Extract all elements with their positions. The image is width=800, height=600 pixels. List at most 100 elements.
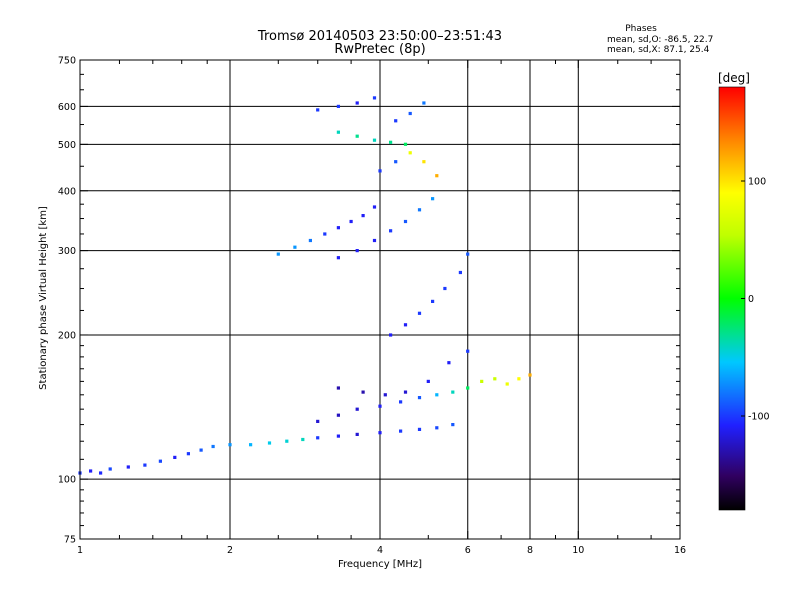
y-tick-label: 400 (58, 186, 76, 197)
x-tick-label: 16 (674, 545, 686, 556)
data-point (199, 448, 203, 452)
data-point (372, 205, 377, 209)
x-tick-label: 4 (377, 545, 383, 556)
data-point (394, 160, 398, 164)
colorbar-label: [deg] (718, 71, 750, 85)
y-axis-label: Stationary phase Virtual Height [km] (38, 206, 49, 390)
y-tick-label: 300 (58, 246, 76, 257)
data-point (211, 444, 215, 449)
data-point (355, 407, 359, 411)
scatter-points (78, 96, 532, 475)
data-point (267, 441, 272, 445)
x-axis-label: Frequency [MHz] (338, 559, 422, 570)
colorbar-ticks: 100 0 -100 (741, 177, 770, 423)
data-point (517, 377, 521, 381)
data-point (336, 104, 340, 108)
x-tick-label: 2 (227, 545, 233, 556)
data-point (435, 174, 439, 178)
stats-heading: Phases (625, 24, 657, 34)
stats-line-x: mean, sd,X: 87.1, 25.4 (607, 45, 710, 55)
data-point (316, 436, 320, 440)
data-point (408, 151, 412, 155)
data-point (336, 434, 340, 438)
data-point (422, 160, 426, 164)
data-point (466, 252, 470, 256)
data-point (417, 396, 422, 400)
data-point (378, 404, 382, 408)
data-point (336, 256, 340, 260)
data-point (443, 286, 447, 291)
data-point (528, 373, 532, 377)
data-point (186, 452, 190, 456)
data-point (173, 455, 177, 459)
x-tick-labels: 1 2 4 6 8 10 16 (77, 545, 686, 556)
data-point (383, 393, 387, 397)
y-tick-label: 200 (58, 330, 76, 341)
data-point (323, 232, 327, 236)
data-point (403, 390, 408, 394)
data-point (355, 101, 359, 105)
data-point (89, 469, 93, 473)
data-point (301, 437, 305, 442)
data-point (417, 311, 422, 315)
chart-subtitle: RwPretec (8p) (334, 42, 425, 57)
data-point (285, 439, 289, 443)
data-point (435, 393, 439, 397)
data-point (399, 400, 403, 404)
x-tick-label: 10 (572, 545, 584, 556)
data-point (408, 111, 412, 116)
data-point (417, 427, 422, 431)
data-point (399, 429, 403, 433)
y-tick-label: 500 (58, 140, 76, 151)
data-point (355, 134, 359, 138)
data-point (403, 219, 408, 224)
data-point (99, 471, 103, 475)
data-point (361, 390, 365, 394)
data-point (451, 390, 455, 394)
colorbar (718, 86, 746, 511)
x-tick-label: 1 (77, 545, 83, 556)
data-point (108, 467, 112, 471)
data-point (336, 130, 340, 134)
y-tick-labels: 75 100 200 300 400 500 600 750 (58, 56, 76, 546)
data-point (336, 413, 340, 417)
y-tick-label: 750 (58, 56, 76, 67)
data-point (276, 252, 280, 256)
axis-ticks (79, 59, 681, 540)
data-point (308, 238, 312, 243)
data-point (389, 140, 393, 144)
data-point (378, 431, 382, 435)
data-point (361, 214, 365, 218)
data-point (426, 379, 430, 383)
data-point (480, 379, 484, 383)
colorbar-tick-label: 0 (748, 294, 754, 305)
data-point (389, 229, 393, 233)
data-point (466, 349, 470, 353)
data-point (316, 108, 320, 112)
data-point (435, 426, 439, 430)
y-tick-label: 100 (58, 475, 76, 486)
data-point (458, 270, 462, 275)
data-point (336, 386, 340, 390)
data-point (493, 377, 497, 381)
data-point (158, 459, 162, 463)
data-point (431, 299, 435, 303)
data-point (126, 465, 130, 469)
data-point (293, 245, 297, 249)
data-point (447, 361, 451, 365)
data-point (349, 219, 353, 224)
y-tick-label: 75 (64, 535, 76, 546)
data-point (372, 96, 377, 100)
data-point (417, 208, 422, 212)
data-point (466, 386, 470, 390)
data-point (394, 119, 398, 123)
y-tick-label: 600 (58, 102, 76, 113)
data-point (316, 419, 320, 423)
data-point (372, 238, 377, 243)
x-tick-label: 8 (527, 545, 533, 556)
data-point (355, 249, 359, 253)
data-point (355, 432, 359, 436)
x-tick-label: 6 (465, 545, 471, 556)
data-point (336, 226, 340, 230)
